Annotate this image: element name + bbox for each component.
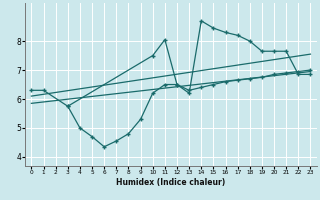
X-axis label: Humidex (Indice chaleur): Humidex (Indice chaleur) xyxy=(116,178,226,187)
